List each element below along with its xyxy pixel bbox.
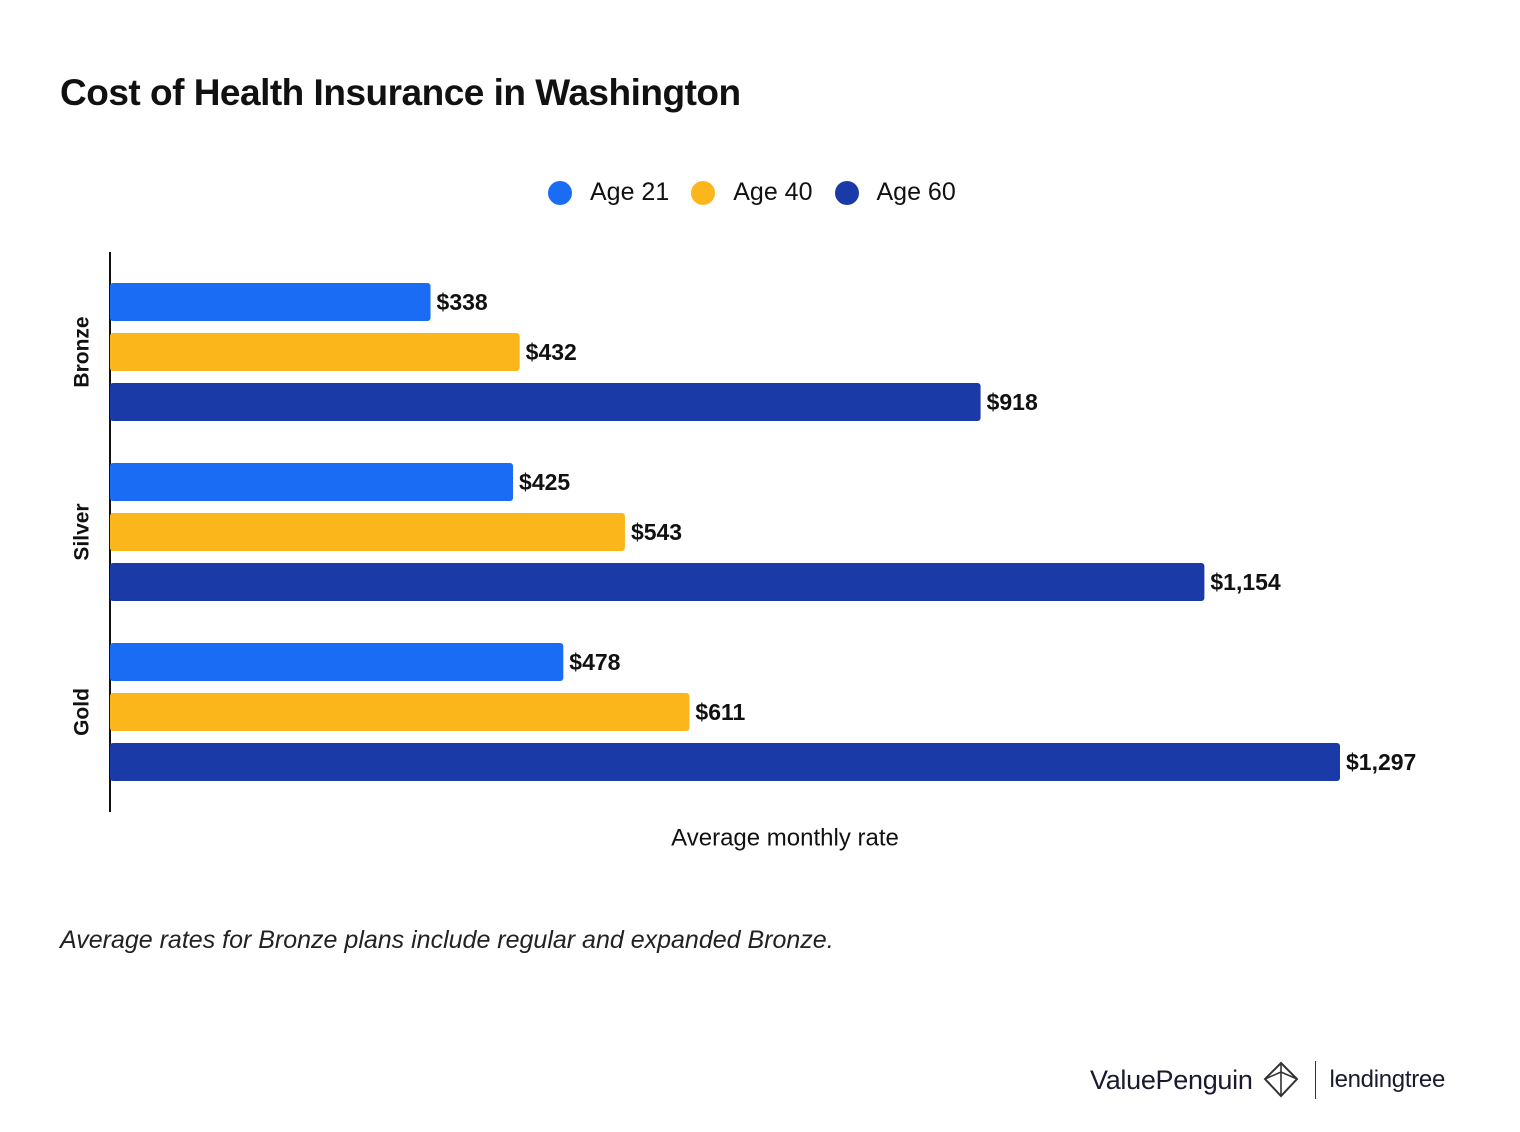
data-label-gold-age-21: $478 (569, 649, 620, 675)
data-label-gold-age-60: $1,297 (1346, 749, 1416, 775)
data-label-bronze-age-40: $432 (526, 339, 577, 365)
bar-gold-age-40 (110, 693, 690, 731)
data-label-silver-age-60: $1,154 (1210, 569, 1281, 595)
lendingtree-logo-text: lendingtree (1329, 1066, 1446, 1093)
category-label-bronze: Bronze (71, 316, 94, 387)
bar-silver-age-40 (110, 513, 625, 551)
chart-footnote: Average rates for Bronze plans include r… (60, 926, 834, 954)
data-label-gold-age-40: $611 (695, 699, 745, 725)
legend-label-age-60: Age 60 (876, 178, 956, 206)
bar-bronze-age-60 (110, 383, 981, 421)
legend-item-age-21: Age 21 (548, 178, 669, 207)
data-label-bronze-age-60: $918 (987, 389, 1038, 415)
bar-silver-age-21 (110, 463, 514, 501)
legend-label-age-21: Age 21 (590, 178, 670, 206)
data-label-silver-age-21: $425 (519, 469, 570, 495)
data-label-bronze-age-21: $338 (437, 289, 488, 315)
data-label-silver-age-40: $543 (631, 519, 682, 545)
legend-item-age-60: Age 60 (834, 178, 956, 207)
branding: ValuePenguin lendingtree (1090, 1058, 1445, 1102)
branding-separator (1314, 1061, 1316, 1099)
bar-silver-age-60 (110, 563, 1205, 601)
bar-bronze-age-21 (110, 283, 431, 321)
bar-bronze-age-40 (110, 333, 520, 371)
category-label-silver: Silver (71, 503, 94, 560)
valuepenguin-logo-icon (1263, 1061, 1298, 1098)
bar-chart: Bronze $338 $432 $918 Silver $425 $543 $1,154 Go… (71, 252, 1416, 852)
legend-label-age-40: Age 40 (733, 178, 813, 206)
chart-legend: Age 21 Age 40 Age 60 (548, 178, 978, 207)
legend-swatch-age-21 (548, 180, 572, 205)
legend-swatch-age-40 (691, 180, 716, 205)
category-label-gold: Gold (71, 688, 94, 736)
legend-swatch-age-60 (834, 180, 859, 205)
legend-item-age-40: Age 40 (691, 178, 813, 207)
bar-gold-age-21 (110, 643, 564, 681)
valuepenguin-logo-text: ValuePenguin (1090, 1064, 1253, 1095)
bar-gold-age-60 (110, 743, 1340, 781)
chart-title: Cost of Health Insurance in Washington (60, 72, 741, 113)
x-axis-title: Average monthly rate (671, 825, 899, 852)
